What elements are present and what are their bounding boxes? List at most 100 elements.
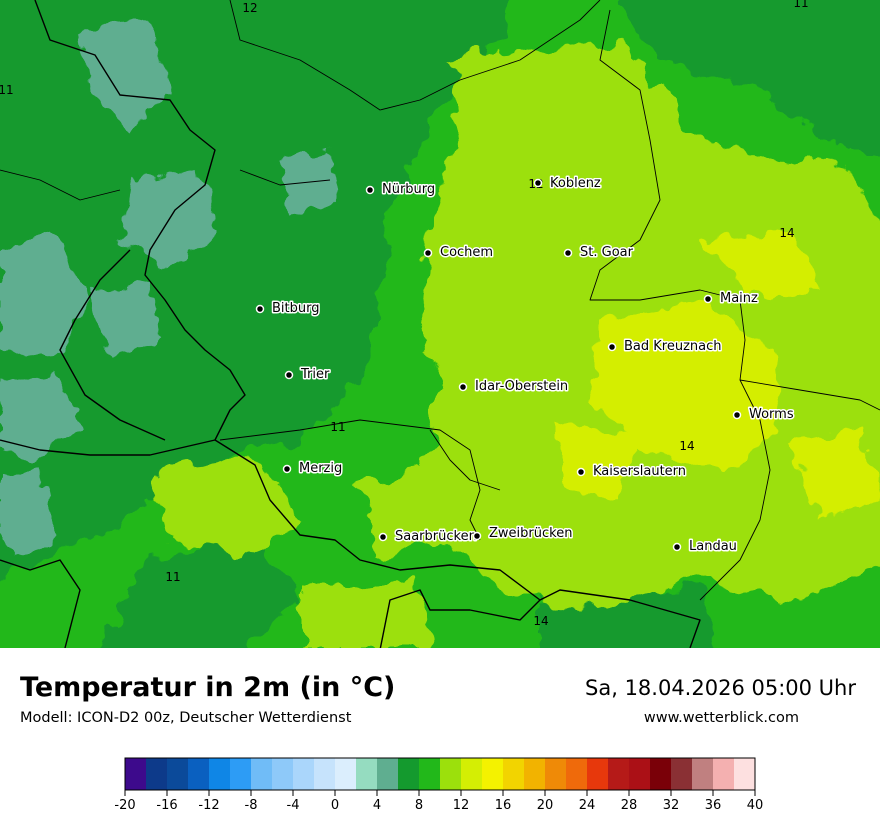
legend-tick-label: -4: [287, 798, 300, 813]
temperature-zone-cool: [0, 0, 880, 648]
contour-label: 14: [779, 226, 794, 240]
contour-label: 14: [533, 614, 548, 628]
legend-swatch: [503, 758, 525, 790]
legend-swatch: [629, 758, 651, 790]
city-label: St. Goar: [580, 245, 634, 260]
city-label: Saarbrücken: [395, 529, 477, 544]
legend-swatch: [188, 758, 210, 790]
legend-swatch: [461, 758, 483, 790]
legend-swatch: [671, 758, 693, 790]
city-idar-oberstein: Idar-Oberstein: [458, 378, 570, 396]
legend-tick-label: -8: [245, 798, 258, 813]
legend-swatch: [524, 758, 546, 790]
city-kaiserslautern: Kaiserslautern: [576, 463, 688, 481]
map-footer: [0, 648, 880, 830]
city-label: Kaiserslautern: [593, 464, 686, 479]
state-borders: [0, 0, 880, 601]
legend-tick-label: -12: [198, 798, 219, 813]
legend-tick-label: 4: [373, 798, 381, 813]
legend-tick-label: 28: [621, 798, 638, 813]
city-label: Merzig: [299, 461, 342, 476]
legend-swatch: [293, 758, 315, 790]
legend-swatch: [398, 758, 420, 790]
legend-swatch: [167, 758, 189, 790]
city-label: Cochem: [440, 245, 493, 260]
city-mainz: Mainz: [703, 290, 760, 308]
legend-tick-label: 40: [747, 798, 764, 813]
legend-swatch: [608, 758, 630, 790]
legend-tick-label: 24: [579, 798, 596, 813]
legend-swatch: [356, 758, 378, 790]
legend-tick-label: 32: [663, 798, 680, 813]
legend-swatch: [692, 758, 714, 790]
contour-label: 12: [242, 1, 257, 15]
legend-swatch: [251, 758, 273, 790]
city-label: Trier: [300, 367, 330, 382]
city-bitburg: Bitburg: [255, 300, 321, 318]
legend-ticks: -20 -16 -12 -8 -4 0 4 8 12 16 20 24 28 32 36 40: [114, 790, 763, 813]
legend-tick-label: -16: [156, 798, 177, 813]
contour-label: 11: [165, 570, 180, 584]
legend-tick-label: 20: [537, 798, 554, 813]
model-info: Modell: ICON-D2 00z, Deutscher Wetterdie…: [20, 710, 352, 726]
city-label: Nürburg: [382, 182, 435, 197]
map-title: Temperatur in 2m (in °C): [20, 672, 396, 703]
city-label: Bitburg: [272, 301, 320, 316]
contour-label: 14: [679, 439, 694, 453]
city-saarbruecken: Saarbrücken: [378, 528, 478, 546]
city-worms: Worms: [732, 406, 795, 424]
legend-swatch: [482, 758, 504, 790]
city-koblenz: Koblenz: [533, 175, 602, 193]
legend-swatch: [314, 758, 336, 790]
legend-frame: [124, 757, 756, 791]
legend-swatch: [419, 758, 441, 790]
city-st-goar: St. Goar: [563, 244, 635, 262]
website-link[interactable]: www.wetterblick.com: [643, 710, 799, 726]
legend-swatch: [146, 758, 168, 790]
city-label: Landau: [689, 539, 737, 554]
legend-swatches: [124, 757, 756, 791]
contour-label: 11: [793, 0, 808, 10]
city-zweibruecken: Zweibrücken: [472, 525, 574, 543]
temperature-zone-warm: [560, 230, 880, 520]
temperature-zone-cold: [0, 20, 340, 560]
city-nuerburg: Nürburg: [365, 181, 437, 199]
color-legend: -20 -16 -12 -8 -4 0 4 8 12 16 20 24 28 32 36 40: [114, 757, 763, 813]
temperature-map: 12 11 11 12 14 11 14 11 14 Nürburg Koble…: [0, 0, 880, 648]
city-trier: Trier: [284, 366, 331, 384]
city-cochem: Cochem: [423, 244, 495, 262]
city-landau: Landau: [672, 538, 738, 556]
city-label: Idar-Oberstein: [475, 379, 568, 394]
city-merzig: Merzig: [282, 460, 344, 478]
legend-swatch: [335, 758, 357, 790]
city-bad-kreuznach: Bad Kreuznach: [607, 338, 723, 356]
legend-tick-label: 36: [705, 798, 722, 813]
legend-swatch: [713, 758, 735, 790]
legend-tick-label: -20: [114, 798, 135, 813]
legend-swatch: [209, 758, 231, 790]
city-label: Worms: [749, 407, 794, 422]
legend-swatch: [587, 758, 609, 790]
legend-swatch: [566, 758, 588, 790]
city-label: Bad Kreuznach: [624, 339, 722, 354]
contour-label: 11: [330, 420, 345, 434]
legend-swatch: [440, 758, 462, 790]
legend-swatch: [230, 758, 252, 790]
legend-tick-label: 12: [453, 798, 470, 813]
legend-swatch: [377, 758, 399, 790]
contour-label: 11: [0, 83, 14, 97]
legend-tick-label: 0: [331, 798, 339, 813]
legend-tick-label: 16: [495, 798, 512, 813]
city-markers: Nürburg Koblenz Cochem St. Goar Bitburg …: [255, 175, 795, 556]
legend-tick-label: 8: [415, 798, 423, 813]
forecast-datetime: Sa, 18.04.2026 05:00 Uhr: [585, 676, 856, 700]
legend-swatch: [650, 758, 672, 790]
legend-swatch: [125, 758, 147, 790]
legend-swatch: [272, 758, 294, 790]
city-label: Mainz: [720, 291, 758, 306]
city-label: Koblenz: [550, 176, 601, 191]
city-label: Zweibrücken: [489, 526, 572, 541]
borders: [0, 0, 701, 648]
legend-swatch: [734, 758, 756, 790]
legend-swatch: [545, 758, 567, 790]
